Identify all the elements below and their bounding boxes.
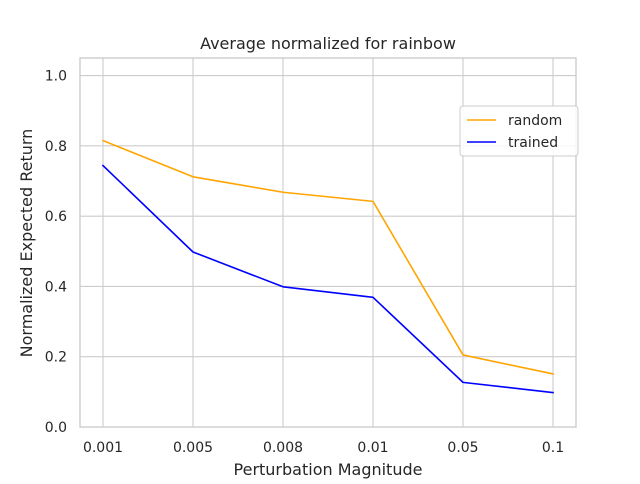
y-tick-label: 0.0 [45,420,67,436]
x-tick-label: 0.008 [263,440,303,456]
x-tick-label: 0.001 [83,440,123,456]
x-tick-label: 0.005 [173,440,213,456]
x-tick-labels: 0.001 0.005 0.008 0.01 0.05 0.1 [83,440,564,456]
x-tick-label: 0.1 [542,440,564,456]
y-tick-label: 0.2 [45,350,67,366]
x-axis-title: Perturbation Magnitude [234,460,423,479]
legend-label-random: random [508,113,562,129]
legend: random trained [459,105,579,157]
axes-frame [79,57,577,428]
y-tick-label: 0.8 [45,139,67,155]
x-tick-label: 0.01 [357,440,388,456]
legend-box [459,105,579,157]
series-line-random [101,139,554,375]
legend-label-trained: trained [508,135,558,151]
y-tick-label: 0.6 [45,209,67,225]
x-tick-label: 0.05 [447,440,478,456]
chart-title: Average normalized for rainbow [200,34,456,53]
y-tick-label: 1.0 [45,69,67,85]
y-axis-title: Normalized Expected Return [17,129,36,358]
series-line-trained [101,164,554,394]
y-tick-label: 0.4 [45,279,67,295]
y-tick-labels: 0.0 0.2 0.4 0.6 0.8 1.0 [45,69,67,436]
series-layer [101,139,554,394]
axes-border [79,57,577,428]
